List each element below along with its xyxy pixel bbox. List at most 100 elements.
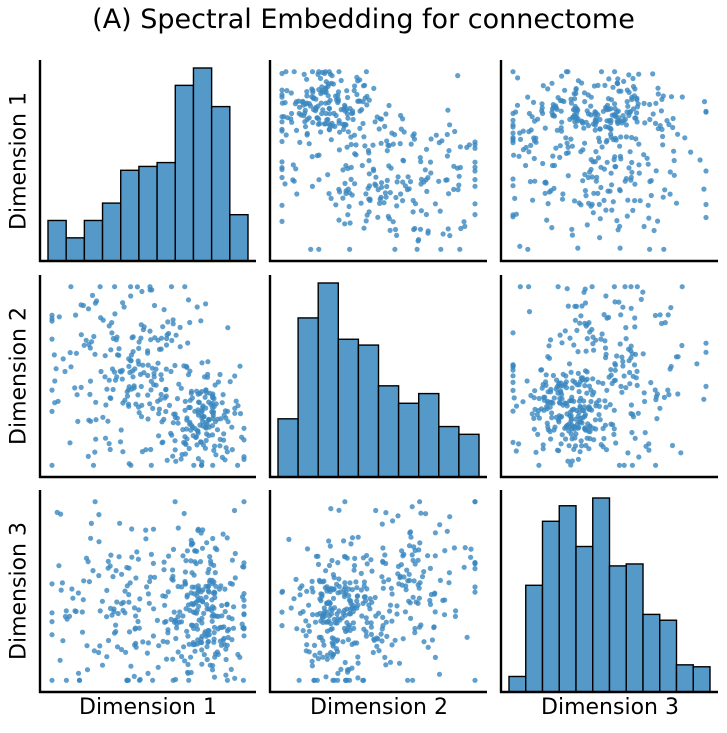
scatter-point <box>558 380 564 386</box>
scatter-point <box>472 164 478 170</box>
scatter-point <box>304 642 310 648</box>
scatter-point <box>293 166 299 172</box>
scatter-point <box>317 579 323 585</box>
scatter-point <box>185 297 192 303</box>
scatter-point <box>568 136 574 142</box>
scatter-point <box>342 580 348 586</box>
scatter-point <box>441 612 448 618</box>
scatter-point <box>145 392 151 398</box>
scatter-point <box>224 408 231 414</box>
scatter-point <box>199 407 205 413</box>
scatter-point <box>241 425 247 431</box>
scatter-point <box>655 85 661 91</box>
scatter-point <box>464 144 470 150</box>
y-axis-label-dimension-1: Dimension 1 <box>6 91 32 230</box>
scatter-point <box>636 71 642 77</box>
scatter-point <box>317 650 323 656</box>
scatter-point <box>673 200 680 206</box>
scatter-point <box>188 427 194 433</box>
scatter-point <box>182 398 188 404</box>
scatter-point <box>600 108 607 114</box>
scatter-point <box>336 147 342 153</box>
scatter-point <box>585 92 591 98</box>
scatter-point <box>197 559 204 565</box>
scatter-point <box>376 648 382 654</box>
scatter-point <box>199 661 205 667</box>
scatter-point <box>96 511 102 518</box>
scatter-point <box>201 652 207 658</box>
scatter-point <box>581 398 587 404</box>
scatter-point <box>577 449 583 455</box>
scatter-point <box>634 95 640 101</box>
scatter-point <box>113 629 119 635</box>
scatter-point <box>133 613 139 619</box>
histogram-bar-1-4 <box>101 202 122 262</box>
scatter-point <box>199 360 205 366</box>
scatter-point <box>225 325 231 331</box>
scatter-point <box>444 528 450 534</box>
scatter-point <box>436 178 442 184</box>
scatter-point <box>117 439 124 445</box>
scatter-point <box>536 462 542 468</box>
scatter-point <box>51 352 57 358</box>
scatter-point <box>623 134 630 140</box>
scatter-point <box>445 226 451 232</box>
scatter-point <box>650 71 656 77</box>
scatter-point <box>78 302 84 308</box>
scatter-point <box>524 378 530 384</box>
scatter-point <box>351 563 358 569</box>
scatter-point <box>654 416 660 422</box>
scatter-point <box>419 574 426 580</box>
scatter-point <box>235 651 241 658</box>
scatter-point <box>556 400 563 406</box>
scatter-point <box>389 642 395 648</box>
scatter-point <box>629 159 635 166</box>
scatter-point <box>652 312 659 319</box>
scatter-point <box>564 140 570 146</box>
scatter-point <box>626 112 632 118</box>
scatter-point <box>582 383 588 389</box>
scatter-point <box>169 576 175 582</box>
scatter-point <box>611 157 617 163</box>
scatter-point <box>569 426 575 432</box>
scatter-point <box>364 102 370 108</box>
scatter-point <box>587 406 593 412</box>
scatter-point <box>317 596 323 602</box>
scatter-point <box>161 559 167 565</box>
scatter-point <box>416 595 422 601</box>
scatter-point <box>436 671 443 677</box>
scatter-point <box>660 133 666 140</box>
scatter-point <box>368 631 374 638</box>
scatter-point <box>615 76 621 82</box>
scatter-point <box>386 163 392 169</box>
scatter-point <box>354 74 360 80</box>
scatter-point <box>143 536 149 542</box>
scatter-point <box>608 134 614 140</box>
scatter-point <box>619 389 625 395</box>
scatter-point <box>76 677 83 683</box>
scatter-point <box>410 594 416 600</box>
scatter-point <box>669 442 676 449</box>
scatter-point <box>630 411 636 417</box>
scatter-point <box>125 677 131 683</box>
scatter-point <box>279 119 285 125</box>
scatter-point <box>611 431 617 437</box>
scatter-point <box>105 637 112 644</box>
scatter-point <box>209 613 215 619</box>
scatter-point <box>632 315 638 321</box>
scatter-point <box>323 110 329 117</box>
scatter-point <box>166 553 172 559</box>
scatter-point <box>444 177 450 183</box>
scatter-point <box>389 618 395 624</box>
scatter-point <box>545 86 551 92</box>
scatter-point <box>520 147 527 153</box>
scatter-point <box>190 540 196 547</box>
scatter-point <box>564 286 570 292</box>
scatter-point <box>345 637 351 643</box>
scatter-point <box>634 110 640 116</box>
scatter-point <box>510 367 516 373</box>
scatter-point <box>402 609 408 615</box>
scatter-point <box>675 131 681 137</box>
scatter-point <box>120 300 126 306</box>
scatter-point <box>376 126 382 132</box>
